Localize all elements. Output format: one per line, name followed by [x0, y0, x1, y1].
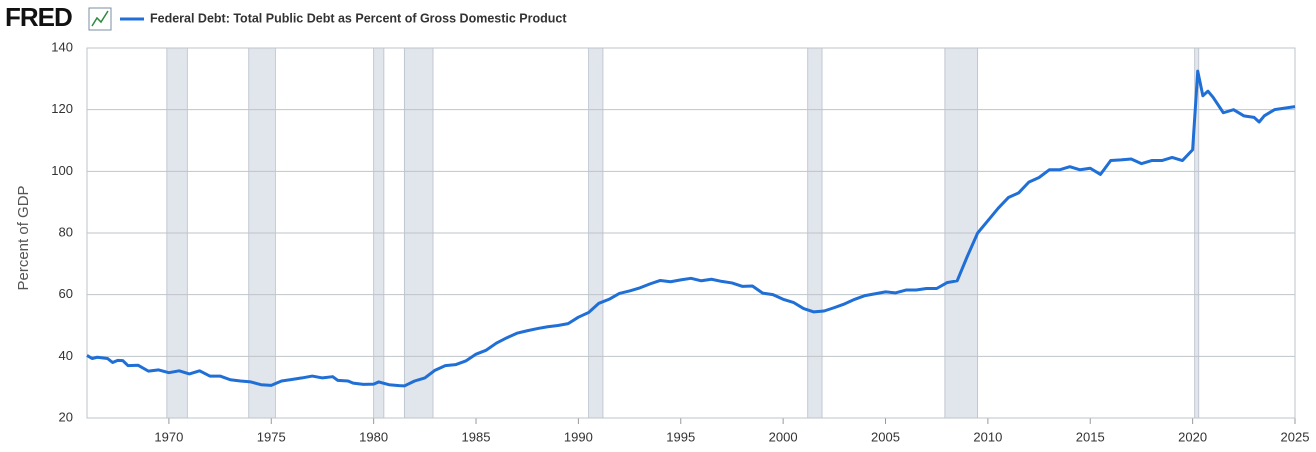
y-tick-label: 20: [59, 409, 73, 424]
legend-label: Federal Debt: Total Public Debt as Perce…: [150, 11, 567, 25]
x-tick-label: 2005: [871, 429, 900, 444]
plot-frame: [86, 47, 1296, 419]
x-tick-label: 1970: [154, 429, 183, 444]
graph-icon[interactable]: [88, 7, 112, 31]
y-tick-label: 100: [51, 163, 73, 178]
x-tick-label: 2000: [769, 429, 798, 444]
x-tick-label: 1975: [257, 429, 286, 444]
y-axis-label: Percent of GDP: [15, 185, 32, 290]
x-tick-label: 2010: [973, 429, 1002, 444]
logo: FRED: [5, 2, 72, 32]
y-tick-label: 140: [51, 39, 73, 54]
y-tick-label: 120: [51, 101, 73, 116]
y-tick-label: 40: [59, 348, 73, 363]
x-tick-label: 2020: [1178, 429, 1207, 444]
x-tick-label: 1980: [359, 429, 388, 444]
y-tick-label: 80: [59, 224, 73, 239]
series-line: [86, 69, 1296, 388]
x-tick-label: 1995: [666, 429, 695, 444]
x-tick-label: 1990: [564, 429, 593, 444]
graph-icon-line: [91, 10, 109, 27]
x-tick-label: 1985: [462, 429, 491, 444]
x-tick-label: 2025: [1281, 429, 1310, 444]
x-tick-label: 2015: [1076, 429, 1105, 444]
y-tick-label: 60: [59, 286, 73, 301]
